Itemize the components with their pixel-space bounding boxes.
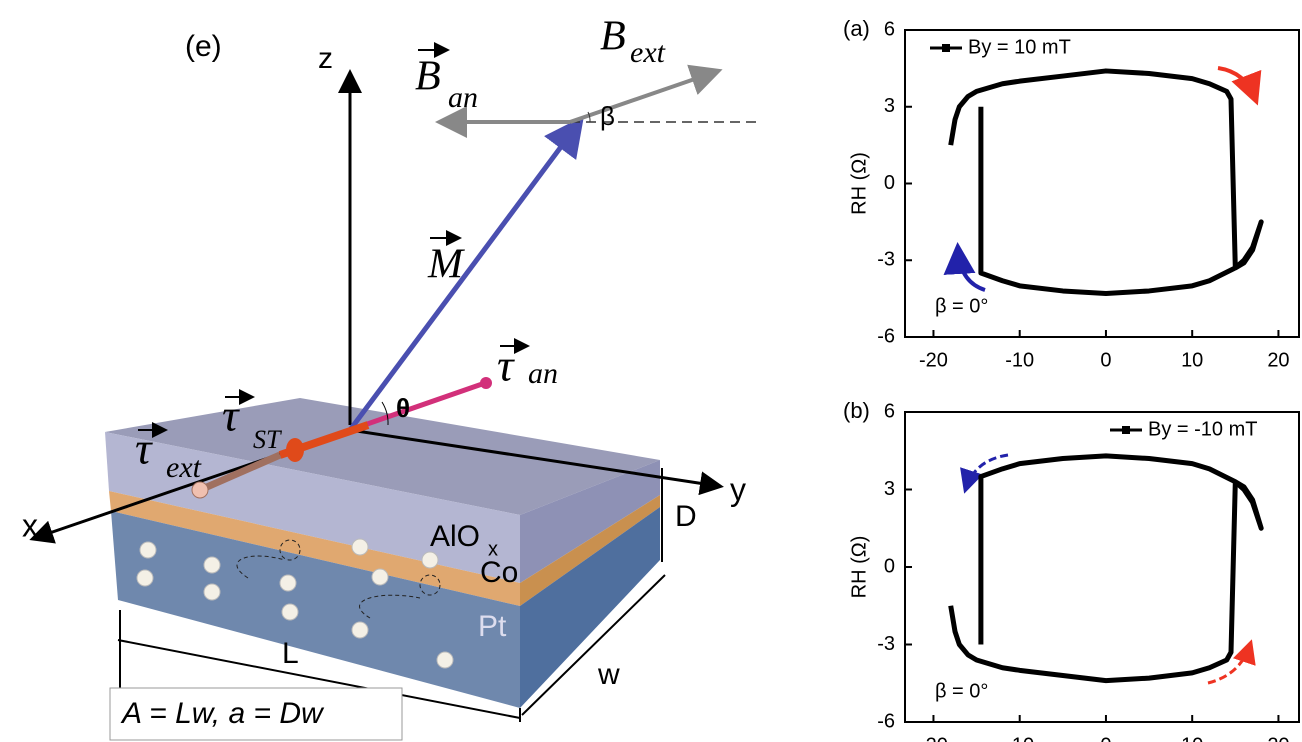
- y-tick-label: -3: [877, 249, 895, 271]
- vector-subscript: an: [528, 357, 558, 390]
- y-tick-label: 0: [884, 555, 895, 577]
- x-tick-label: 20: [1267, 734, 1289, 742]
- b-ext-vector: [570, 72, 715, 122]
- diagram: (e) z x y B an B ext β M τ an τ ST τ ext…: [22, 14, 760, 740]
- x-tick-label: -20: [919, 734, 948, 742]
- annotation: β = 0°: [935, 295, 988, 317]
- data-line: [951, 71, 1261, 294]
- figure: (e) z x y B an B ext β M τ an τ ST τ ext…: [0, 0, 1302, 742]
- angle-label: β: [600, 101, 615, 131]
- y-axis-label: RH (Ω): [848, 536, 870, 599]
- annotation: β = 0°: [935, 680, 988, 702]
- vector-label: τ: [222, 390, 240, 441]
- vector-subscript: ext: [166, 451, 202, 484]
- panel-label: (e): [185, 30, 222, 63]
- dimension-label: D: [675, 500, 697, 533]
- layer-label: AlO: [430, 520, 480, 553]
- vector-subscript: an: [448, 81, 478, 114]
- tau-ext-end: [192, 482, 208, 498]
- y-tick-label: 0: [884, 172, 895, 194]
- panel-label: (a): [843, 16, 870, 41]
- y-tick-label: 3: [884, 478, 895, 500]
- y-tick-label: 3: [884, 95, 895, 117]
- vector-subscript: ST: [253, 425, 282, 454]
- vector-label: τ: [135, 423, 153, 474]
- legend-marker: [1122, 426, 1130, 434]
- x-tick-label: 10: [1181, 734, 1203, 742]
- vector-label: M: [427, 242, 465, 288]
- x-tick-label: 0: [1100, 734, 1111, 742]
- angle-label: θ: [396, 393, 410, 423]
- x-tick-label: 20: [1267, 349, 1289, 371]
- legend-label: By = -10 mT: [1148, 418, 1257, 440]
- dimension-label: L: [282, 637, 299, 670]
- tau-an-end: [480, 377, 492, 389]
- vector-label: B: [415, 54, 441, 100]
- x-tick-label: -10: [1005, 349, 1034, 371]
- dimension-label: w: [597, 658, 620, 691]
- vector-label: B: [600, 14, 626, 60]
- data-line: [951, 456, 1261, 681]
- formula: A = Lw, a = Dw: [120, 697, 325, 730]
- y-tick-label: -6: [877, 710, 895, 732]
- vector-subscript: ext: [630, 36, 666, 69]
- axis-label: x: [22, 507, 38, 543]
- x-tick-label: 10: [1181, 349, 1203, 371]
- legend-marker: [942, 44, 950, 52]
- axis-label: y: [730, 471, 746, 507]
- legend-label: By = 10 mT: [968, 36, 1071, 58]
- x-tick-label: 0: [1100, 349, 1111, 371]
- x-tick-label: -20: [919, 349, 948, 371]
- y-tick-label: -6: [877, 325, 895, 347]
- panel-label: (b): [843, 398, 870, 423]
- vector-label: τ: [497, 340, 515, 391]
- y-tick-label: 6: [884, 400, 895, 422]
- x-tick-label: -10: [1005, 734, 1034, 742]
- layer-label: Pt: [478, 610, 507, 643]
- y-tick-label: 6: [884, 18, 895, 40]
- hysteresis-arrows: [958, 68, 1255, 683]
- tau-st-disc: [286, 438, 304, 462]
- layer-label: Co: [480, 556, 518, 589]
- axis-label: z: [318, 42, 333, 75]
- y-axis-label: RH (Ω): [848, 152, 870, 215]
- y-tick-label: -3: [877, 633, 895, 655]
